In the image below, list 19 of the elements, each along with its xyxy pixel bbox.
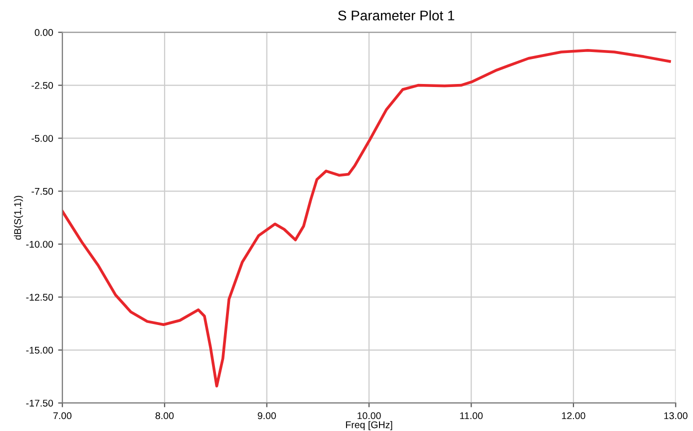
y-tick-label: -10.00	[26, 240, 53, 248]
x-tick-label: 10.00	[358, 412, 381, 420]
y-tick-label: -5.00	[32, 134, 53, 142]
y-tick-label: -17.50	[26, 400, 53, 407]
y-tick-label: 0.00	[34, 29, 53, 36]
x-axis-title: Freq [GHz]	[346, 421, 392, 430]
x-tick-label: 13.00	[664, 412, 688, 420]
y-tick-label: -15.00	[26, 346, 53, 354]
x-tick-label: 9.00	[258, 412, 276, 420]
x-tick-label: 7.00	[53, 412, 72, 420]
y-tick-label: -2.50	[32, 82, 53, 89]
x-tick-label: 12.00	[562, 412, 586, 420]
x-tick-label: 11.00	[460, 412, 483, 420]
y-tick-label: -7.50	[32, 188, 53, 195]
chart-title: S Parameter Plot 1	[338, 10, 454, 20]
y-tick-label: -12.50	[26, 294, 53, 301]
x-tick-label: 8.00	[156, 412, 174, 420]
y-axis-title: dB(S(1,1))	[14, 196, 23, 240]
line-series	[62, 48, 671, 388]
